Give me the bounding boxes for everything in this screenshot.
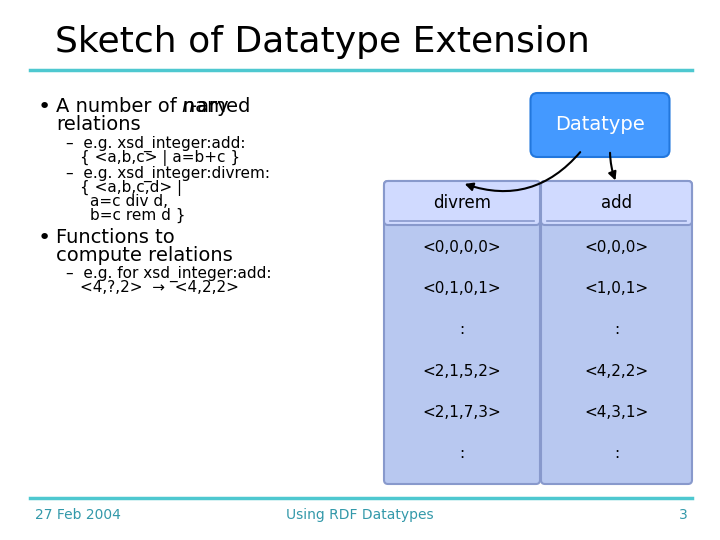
Text: Using RDF Datatypes: Using RDF Datatypes [286, 508, 434, 522]
Text: :: : [614, 446, 619, 461]
Text: b=c rem d }: b=c rem d } [90, 208, 186, 223]
Text: Sketch of Datatype Extension: Sketch of Datatype Extension [55, 25, 590, 59]
Text: -ary: -ary [190, 97, 229, 116]
Text: <2,1,5,2>: <2,1,5,2> [423, 363, 501, 379]
Text: <0,0,0>: <0,0,0> [585, 240, 649, 255]
Text: add: add [601, 194, 632, 212]
Text: :: : [614, 322, 619, 338]
Text: :: : [459, 446, 464, 461]
Text: { <a,b,c,d> |: { <a,b,c,d> | [80, 180, 182, 196]
Text: •: • [38, 97, 51, 117]
FancyBboxPatch shape [384, 181, 540, 225]
Text: <0,0,0,0>: <0,0,0,0> [423, 240, 501, 255]
Text: a=c div d,: a=c div d, [90, 194, 168, 209]
Text: Functions to: Functions to [56, 228, 175, 247]
FancyBboxPatch shape [541, 181, 692, 484]
Text: –  e.g. xsd_integer:add:: – e.g. xsd_integer:add: [66, 136, 246, 152]
Text: <0,1,0,1>: <0,1,0,1> [423, 281, 501, 296]
Text: Datatype: Datatype [555, 116, 645, 134]
Text: 3: 3 [679, 508, 688, 522]
Text: { <a,b,c> | a=b+c }: { <a,b,c> | a=b+c } [80, 150, 240, 166]
Text: A number of named: A number of named [56, 97, 256, 116]
FancyBboxPatch shape [531, 93, 670, 157]
Text: divrem: divrem [433, 194, 491, 212]
Text: :: : [459, 322, 464, 338]
Text: <2,1,7,3>: <2,1,7,3> [423, 405, 501, 420]
Text: n: n [181, 97, 194, 116]
Text: 27 Feb 2004: 27 Feb 2004 [35, 508, 121, 522]
Text: <4,3,1>: <4,3,1> [585, 405, 649, 420]
FancyBboxPatch shape [384, 181, 540, 484]
Text: <4,2,2>: <4,2,2> [585, 363, 649, 379]
Text: <1,0,1>: <1,0,1> [585, 281, 649, 296]
Text: –  e.g. xsd_integer:divrem:: – e.g. xsd_integer:divrem: [66, 166, 270, 182]
FancyBboxPatch shape [541, 181, 692, 225]
Text: compute relations: compute relations [56, 246, 233, 265]
Text: <4,?,2>  →  <4,2,2>: <4,?,2> → <4,2,2> [80, 280, 239, 295]
Text: •: • [38, 228, 51, 248]
Text: relations: relations [56, 115, 140, 134]
Text: –  e.g. for xsd_integer:add:: – e.g. for xsd_integer:add: [66, 266, 271, 282]
